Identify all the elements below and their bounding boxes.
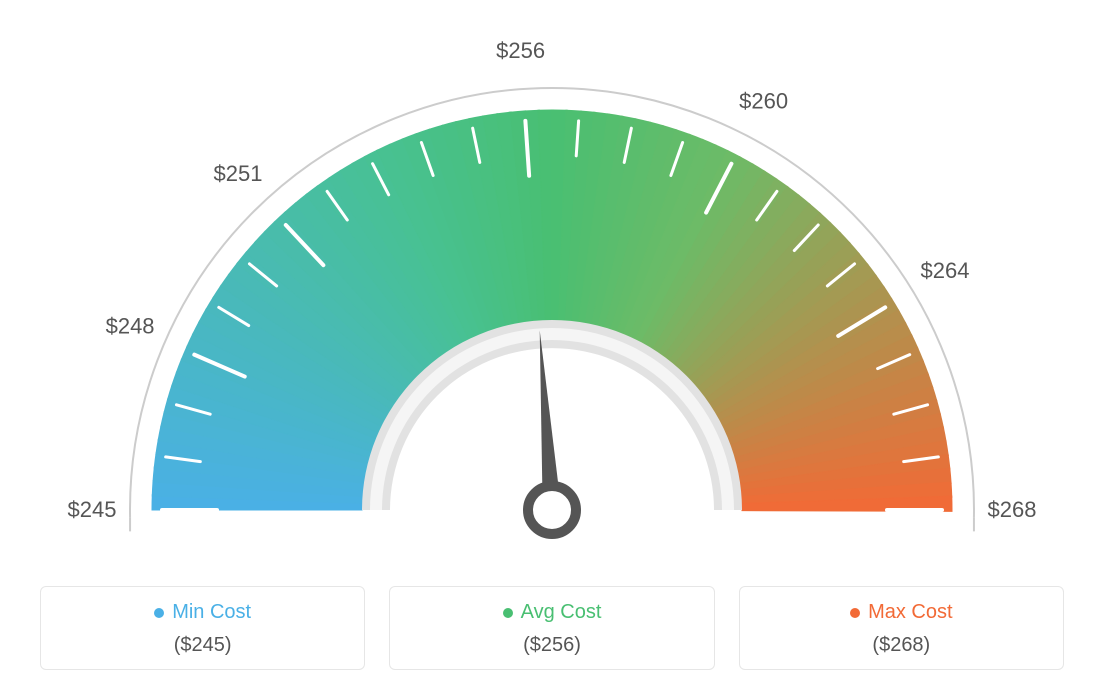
legend-label-min: Min Cost [172, 601, 251, 624]
legend-label-avg: Avg Cost [521, 601, 602, 624]
legend-row: Min Cost ($245) Avg Cost ($256) Max Cost… [40, 586, 1064, 670]
legend-value-max: ($268) [740, 634, 1063, 657]
legend-card-avg: Avg Cost ($256) [389, 586, 714, 670]
legend-title-avg: Avg Cost [503, 601, 602, 624]
legend-label-max: Max Cost [868, 601, 952, 624]
legend-value-avg: ($256) [390, 634, 713, 657]
svg-text:$251: $251 [214, 161, 263, 186]
legend-dot-min [154, 608, 164, 618]
cost-gauge-chart: $245 $248 $251 $256 $260 $264 $268 Min Cost ($… [0, 0, 1104, 690]
svg-text:$268: $268 [988, 497, 1037, 522]
svg-text:$260: $260 [739, 89, 788, 114]
svg-text:$245: $245 [68, 497, 117, 522]
svg-text:$256: $256 [496, 38, 545, 63]
legend-value-min: ($245) [41, 634, 364, 657]
svg-text:$264: $264 [921, 258, 970, 283]
legend-title-max: Max Cost [850, 601, 952, 624]
gauge-area: $245 $248 $251 $256 $260 $264 $268 [0, 0, 1104, 560]
legend-card-max: Max Cost ($268) [739, 586, 1064, 670]
legend-title-min: Min Cost [154, 601, 251, 624]
gauge-svg: $245 $248 $251 $256 $260 $264 $268 [0, 0, 1104, 560]
legend-card-min: Min Cost ($245) [40, 586, 365, 670]
legend-dot-avg [503, 608, 513, 618]
legend-dot-max [850, 608, 860, 618]
svg-text:$248: $248 [106, 314, 155, 339]
